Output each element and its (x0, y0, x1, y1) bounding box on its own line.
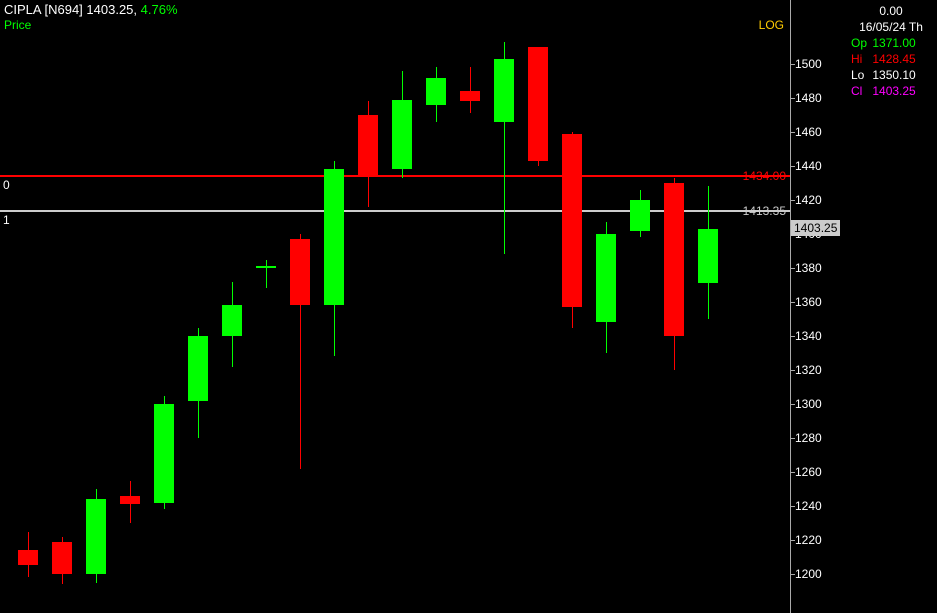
high-key: Hi (851, 52, 869, 66)
info-top-value: 0.00 (847, 4, 935, 18)
y-axis-panel: 1200 1220 1240 1260 1280 1300 1320 1340 1360 1380… (790, 0, 845, 613)
candle-body[interactable] (52, 542, 72, 574)
candle-body[interactable] (494, 59, 514, 122)
symbol-label: CIPLA (4, 2, 41, 17)
candle-body[interactable] (154, 404, 174, 503)
pct-change: 4.76% (141, 2, 178, 17)
y-tick-label: 1480 (795, 91, 822, 105)
y-tick-label: 1360 (795, 295, 822, 309)
candle-body[interactable] (358, 115, 378, 176)
candle-body[interactable] (562, 134, 582, 307)
candle-body[interactable] (290, 239, 310, 305)
line-price-label: 1413.35 (743, 204, 786, 218)
candle-body[interactable] (426, 78, 446, 105)
last-price: 1403.25 (86, 2, 133, 17)
y-tick-label: 1380 (795, 261, 822, 275)
candle-body[interactable] (596, 234, 616, 322)
info-low: Lo 1350.10 (847, 68, 935, 82)
horizontal-line[interactable] (0, 175, 790, 177)
candle-body[interactable] (222, 305, 242, 336)
log-scale-label: LOG (759, 18, 784, 32)
info-open: Op 1371.00 (847, 36, 935, 50)
line-price-label: 1434.00 (743, 169, 786, 183)
y-tick-label: 1340 (795, 329, 822, 343)
y-tick-label: 1460 (795, 125, 822, 139)
candle-body[interactable] (188, 336, 208, 401)
candle-body[interactable] (630, 200, 650, 231)
y-tick-label: 1300 (795, 397, 822, 411)
current-price-marker: 1403.25 (791, 220, 840, 236)
info-date: 16/05/24 Th (847, 20, 935, 34)
candle-body[interactable] (324, 169, 344, 305)
candle-body[interactable] (392, 100, 412, 170)
candle-body[interactable] (120, 496, 140, 505)
candle-body[interactable] (86, 499, 106, 574)
ohlc-info-panel: 0.00 16/05/24 Th Op 1371.00 Hi 1428.45 L… (845, 0, 937, 613)
y-tick-label: 1420 (795, 193, 822, 207)
symbol-code: [N694] (44, 2, 82, 17)
info-high: Hi 1428.45 (847, 52, 935, 66)
y-tick-label: 1280 (795, 431, 822, 445)
y-tick-label: 1500 (795, 57, 822, 71)
line-tag: 1 (3, 213, 10, 227)
candle-body[interactable] (256, 266, 276, 268)
open-key: Op (851, 36, 869, 50)
y-tick-label: 1440 (795, 159, 822, 173)
line-tag: 0 (3, 178, 10, 192)
price-axis-label: Price (4, 18, 31, 32)
y-tick-label: 1260 (795, 465, 822, 479)
info-close: Cl 1403.25 (847, 84, 935, 98)
low-value: 1350.10 (872, 68, 915, 82)
candle-body[interactable] (460, 91, 480, 101)
y-tick-label: 1220 (795, 533, 822, 547)
low-key: Lo (851, 68, 869, 82)
high-value: 1428.45 (872, 52, 915, 66)
candle-wick (266, 260, 267, 289)
candle-body[interactable] (528, 47, 548, 161)
y-tick-label: 1240 (795, 499, 822, 513)
chart-header: CIPLA [N694] 1403.25, 4.76% (4, 2, 178, 17)
candle-body[interactable] (18, 550, 38, 565)
close-key: Cl (851, 84, 869, 98)
candle-body[interactable] (664, 183, 684, 336)
y-tick-label: 1200 (795, 567, 822, 581)
open-value: 1371.00 (872, 36, 915, 50)
close-value: 1403.25 (872, 84, 915, 98)
candle-body[interactable] (698, 229, 718, 283)
candlestick-chart[interactable]: CIPLA [N694] 1403.25, 4.76% Price LOG 0 1… (0, 0, 790, 613)
y-tick-label: 1320 (795, 363, 822, 377)
